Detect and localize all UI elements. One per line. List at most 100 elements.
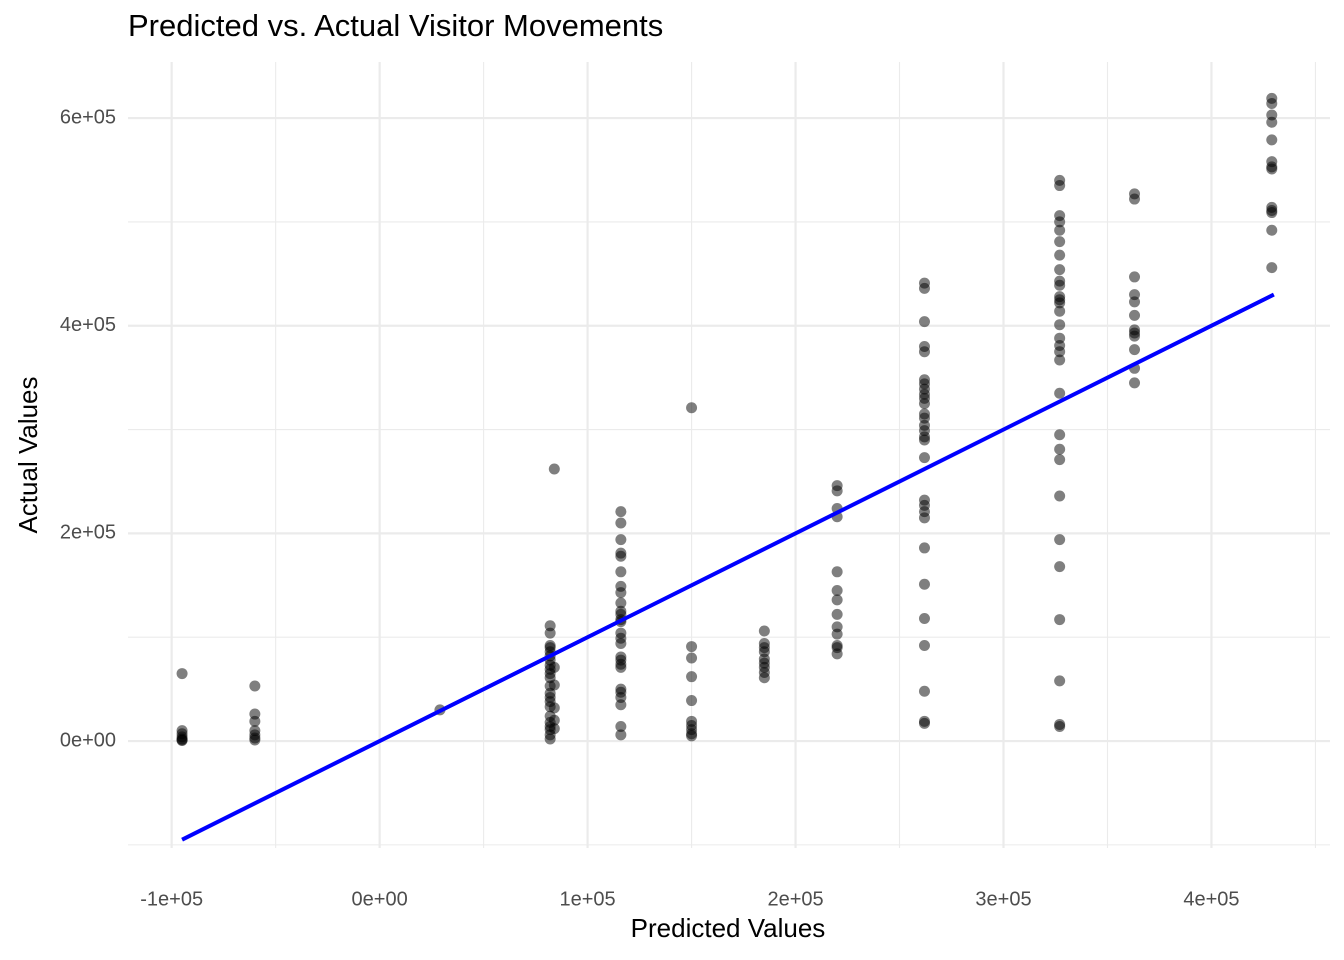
y-tick-label: 6e+05 [60, 106, 116, 128]
point [615, 534, 627, 546]
point [1266, 207, 1278, 219]
point [1054, 443, 1066, 455]
point [831, 608, 843, 620]
point [1054, 721, 1066, 733]
point [176, 735, 188, 747]
point [686, 641, 698, 653]
y-tick-label: 4e+05 [60, 314, 116, 336]
point [1129, 309, 1141, 321]
point [918, 542, 930, 554]
point [918, 398, 930, 410]
point [1054, 305, 1066, 317]
point [758, 625, 770, 637]
point [686, 402, 698, 414]
point [918, 434, 930, 446]
point [544, 672, 556, 684]
point [1129, 296, 1141, 308]
point [758, 672, 770, 684]
point [544, 627, 556, 639]
x-tick-label: 0e+00 [352, 888, 408, 910]
y-tick-label: 0e+00 [60, 729, 116, 751]
y-axis-label: Actual Values [13, 376, 43, 533]
point [918, 512, 930, 524]
point [686, 730, 698, 742]
x-tick-label: -1e+05 [140, 888, 203, 910]
point [1266, 98, 1278, 110]
point [1054, 561, 1066, 573]
point [1054, 216, 1066, 228]
chart-title: Predicted vs. Actual Visitor Movements [128, 8, 663, 43]
point [1266, 116, 1278, 128]
point [918, 613, 930, 625]
point [1054, 387, 1066, 399]
point [1129, 330, 1141, 342]
point [1129, 271, 1141, 283]
point [918, 282, 930, 294]
point [249, 680, 261, 692]
point [918, 578, 930, 590]
point [831, 485, 843, 497]
y-tick-label: 2e+05 [60, 522, 116, 544]
point [1054, 180, 1066, 192]
point [686, 695, 698, 707]
x-tick-label: 2e+05 [767, 888, 823, 910]
point [918, 346, 930, 358]
point [1129, 377, 1141, 389]
point [1054, 614, 1066, 626]
point [1129, 193, 1141, 205]
point [1054, 490, 1066, 502]
x-axis-label: Predicted Values [631, 913, 826, 943]
point [615, 597, 627, 609]
point [615, 587, 627, 599]
grid [128, 62, 1330, 848]
point [686, 652, 698, 664]
point [831, 648, 843, 660]
point [176, 668, 188, 680]
point [249, 715, 261, 727]
point [1054, 319, 1066, 331]
point [831, 628, 843, 640]
point [1054, 534, 1066, 546]
point [1129, 344, 1141, 356]
point [918, 640, 930, 652]
point [615, 517, 627, 529]
point [918, 685, 930, 697]
point [1054, 429, 1066, 441]
point [1266, 134, 1278, 146]
plot-area [176, 92, 1278, 842]
point [1266, 224, 1278, 236]
point [1054, 224, 1066, 236]
point [544, 701, 556, 713]
point [615, 550, 627, 562]
point [615, 661, 627, 673]
point [831, 584, 843, 596]
point [1054, 454, 1066, 466]
point [548, 463, 560, 475]
x-tick-label: 3e+05 [975, 888, 1031, 910]
point [918, 316, 930, 328]
point [1266, 163, 1278, 175]
point [615, 506, 627, 518]
point [1054, 346, 1066, 358]
point [1266, 262, 1278, 274]
point [1054, 279, 1066, 291]
point [615, 699, 627, 711]
point [249, 734, 261, 746]
point [615, 637, 627, 649]
point [1054, 297, 1066, 309]
point [918, 452, 930, 464]
point [831, 594, 843, 606]
point [544, 733, 556, 745]
fit-line [181, 292, 1275, 842]
point [1054, 354, 1066, 366]
point [918, 717, 930, 729]
point [1054, 675, 1066, 687]
point [615, 729, 627, 741]
point [831, 566, 843, 578]
point [1054, 236, 1066, 248]
x-tick-label: 1e+05 [560, 888, 616, 910]
point [1054, 264, 1066, 276]
x-tick-label: 4e+05 [1183, 888, 1239, 910]
point [686, 671, 698, 683]
